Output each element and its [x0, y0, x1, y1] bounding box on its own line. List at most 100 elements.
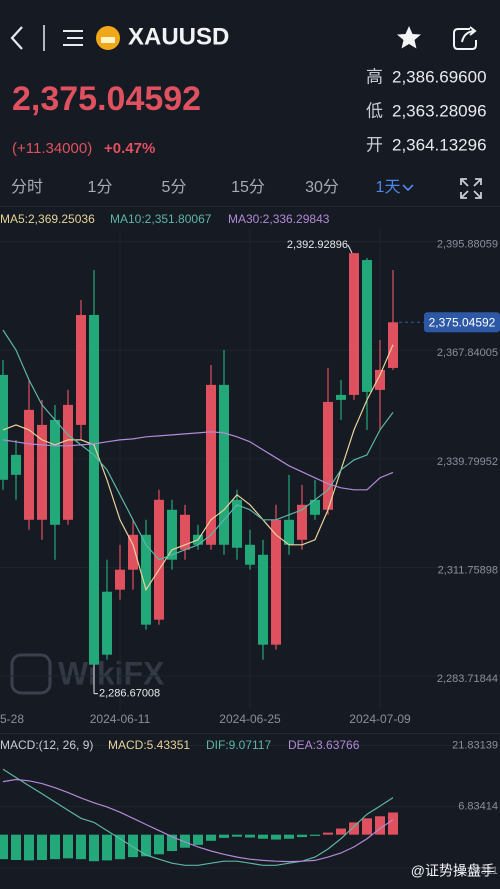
y-tick-label: 21.83139 — [452, 739, 498, 751]
candle-body — [76, 314, 86, 425]
interval-tab[interactable]: 1分 — [88, 178, 113, 196]
candle-body — [141, 534, 151, 625]
macd-bar — [258, 834, 268, 839]
menu-button[interactable] — [63, 30, 83, 46]
back-button[interactable] — [10, 26, 23, 50]
candle-body — [232, 499, 242, 548]
macd-bar — [362, 818, 372, 835]
candle-body — [37, 424, 47, 520]
y-tick-label: -8.16311 — [455, 865, 498, 877]
macd-bar — [50, 834, 60, 860]
macd-bar — [24, 834, 34, 861]
y-tick-label: 2,283.71844 — [437, 673, 498, 685]
candle-body — [102, 591, 112, 655]
macd-bar — [297, 834, 307, 838]
fullscreen-button[interactable] — [460, 178, 482, 199]
coin-icon-bar — [101, 37, 115, 43]
y-tick-label: 2,339.79952 — [437, 456, 498, 468]
last-price-tag-text: 2,375.04592 — [429, 315, 496, 329]
candle-body — [128, 534, 138, 570]
x-tick-label: 2024-06-25 — [219, 712, 281, 726]
macd-bar — [115, 834, 125, 860]
macd-bar — [102, 834, 112, 861]
last-price-tag — [424, 312, 500, 333]
candle-body — [11, 454, 21, 475]
macd-legend: MACD:5.43351 — [108, 738, 190, 752]
macd-line — [2, 778, 394, 863]
macd-bar — [0, 834, 8, 860]
stat-label: 开 — [366, 135, 383, 154]
macd-bar — [271, 834, 281, 840]
stat-label: 低 — [366, 101, 383, 120]
macd-bar — [76, 834, 86, 860]
macd-bar — [388, 812, 398, 835]
macd-bar — [375, 816, 385, 835]
stat-value: 2,386.69600 — [392, 67, 487, 86]
candle-body — [323, 401, 333, 510]
interval-tab[interactable]: 分时 — [11, 178, 43, 196]
candle-body — [336, 394, 346, 400]
macd-bar — [167, 834, 177, 851]
interval-tab[interactable]: 30分 — [305, 178, 339, 196]
ma-legend: MA30:2,336.29843 — [228, 212, 330, 226]
high-pointer — [347, 244, 353, 254]
macd-legend: DEA:3.63766 — [288, 738, 360, 752]
macd-bar — [89, 834, 99, 862]
macd-bar — [206, 834, 216, 841]
y-tick-label: 6.83414 — [458, 801, 498, 813]
favorite-button[interactable] — [397, 26, 421, 49]
macd-bar — [245, 834, 255, 838]
stat-value: 2,364.13296 — [392, 135, 487, 154]
watermark-logo — [10, 653, 52, 695]
symbol: XAUUSD — [128, 23, 229, 50]
ma-legend: MA5:2,369.25036 — [0, 212, 95, 226]
candle-body — [89, 314, 99, 665]
candle-body — [206, 384, 216, 545]
candle-body — [167, 509, 177, 560]
y-tick-label: 2,367.84005 — [437, 347, 498, 359]
macd-bar — [180, 834, 190, 848]
share-button[interactable] — [453, 26, 477, 50]
macd-bar — [232, 834, 242, 837]
interval-tab[interactable]: 15分 — [231, 178, 265, 196]
x-tick-label: 5-28 — [0, 712, 24, 726]
macd-bar — [310, 834, 320, 836]
macd-bar — [284, 834, 294, 839]
interval-tab[interactable]: 5分 — [162, 178, 187, 196]
macd-bar — [193, 834, 203, 845]
candle-body — [180, 514, 190, 550]
y-tick-label: 2,311.75898 — [438, 564, 498, 576]
macd-bar — [141, 834, 151, 857]
last-price: 2,375.04592 — [12, 80, 201, 118]
low-label: 2,286.67008 — [99, 688, 160, 700]
candle-body — [115, 569, 125, 590]
high-label: 2,392.92896 — [287, 239, 348, 251]
macd-bar — [37, 834, 47, 860]
stat-value: 2,363.28096 — [392, 101, 487, 120]
candle-body — [349, 253, 359, 395]
candle-body — [258, 554, 268, 645]
candle-body — [50, 419, 60, 525]
ma-line — [2, 431, 394, 491]
macd-bar — [219, 834, 229, 838]
macd-bar — [336, 828, 346, 835]
x-tick-label: 2024-07-09 — [349, 712, 411, 726]
candle-body — [271, 519, 281, 645]
candle-body — [24, 409, 34, 520]
interval-tab[interactable]: 1天 — [376, 179, 401, 196]
candle-body — [375, 369, 385, 390]
ma-line — [2, 329, 394, 561]
ma-line — [2, 344, 394, 592]
candle-body — [297, 504, 307, 540]
candle-body — [219, 384, 229, 545]
macd-legend: MACD:(12, 26, 9) — [0, 738, 93, 752]
macd-line — [2, 768, 394, 866]
candle-body — [0, 374, 8, 480]
credit: @证势操盘手 — [411, 863, 495, 879]
macd-legend: DIF:9.07117 — [206, 738, 271, 752]
macd-bar — [11, 834, 21, 860]
candle-body — [63, 404, 73, 520]
stat-label: 高 — [366, 67, 383, 86]
x-tick-label: 2024-06-11 — [90, 712, 151, 726]
